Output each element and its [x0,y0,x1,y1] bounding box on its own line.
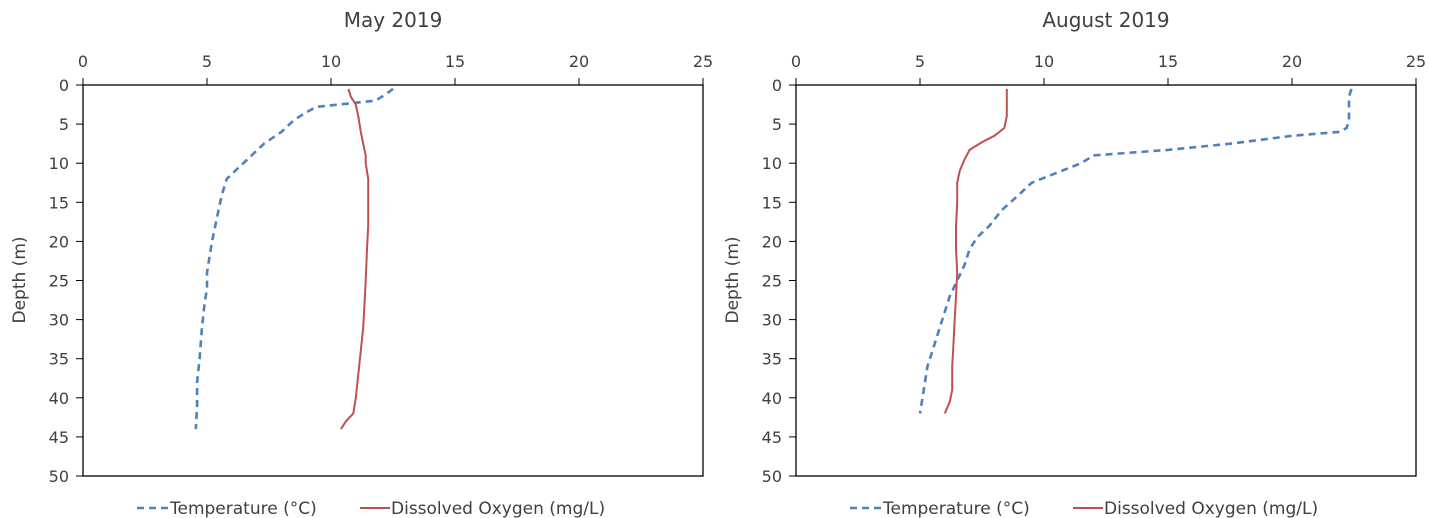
y-tick-label: 5 [772,115,782,134]
x-tick-label: 25 [693,52,713,71]
y-tick-label: 25 [49,272,69,291]
x-tick-label: 15 [445,52,465,71]
legend-label-dissolved-oxygen: Dissolved Oxygen (mg/L) [1104,499,1318,518]
y-tick-label: 15 [762,193,782,212]
plot-lines [194,87,394,430]
chart-title: May 2019 [344,8,443,32]
y-tick-label: 10 [49,154,69,173]
y-tick-label: 0 [772,76,782,95]
y-tick-label: 35 [49,350,69,369]
x-tick-label: 25 [1406,52,1426,71]
x-axis-ticks: 0 5 10 15 20 25 [791,52,1426,85]
y-tick-label: 50 [49,467,69,486]
x-tick-label: 0 [78,52,88,71]
x-tick-label: 20 [569,52,589,71]
y-tick-label: 15 [49,193,69,212]
y-tick-label: 40 [762,389,782,408]
y-axis-label: Depth (m) [723,236,743,323]
x-tick-label: 20 [1282,52,1302,71]
y-tick-label: 30 [49,311,69,330]
x-tick-label: 5 [915,52,925,71]
y-tick-label: 25 [762,272,782,291]
temperature-line [194,87,394,430]
y-axis-label: Depth (m) [10,236,30,323]
y-tick-label: 0 [59,76,69,95]
legend-label-temperature: Temperature (°C) [169,499,317,518]
y-tick-label: 10 [762,154,782,173]
chart-title: August 2019 [1042,8,1169,32]
plot-frame [795,84,1417,477]
dissolved-oxygen-line [943,88,1008,414]
plot-frame [82,84,704,477]
chart-may-2019: May 2019 0 5 10 15 20 25 0 5 10 15 20 25 30 35 40 45 50… [10,8,713,518]
y-tick-label: 30 [762,311,782,330]
legend: Temperature (°C) Dissolved Oxygen (mg/L) [137,499,605,518]
y-tick-label: 5 [59,115,69,134]
temperature-line [918,88,1353,414]
x-tick-label: 15 [1158,52,1178,71]
legend-label-temperature: Temperature (°C) [882,499,1030,518]
x-tick-label: 5 [202,52,212,71]
x-axis-ticks: 0 5 10 15 20 25 [78,52,713,85]
legend-label-dissolved-oxygen: Dissolved Oxygen (mg/L) [391,499,605,518]
y-axis-ticks: 0 5 10 15 20 25 30 35 40 45 50 [762,76,796,486]
plot-lines [918,88,1353,414]
y-tick-label: 50 [762,467,782,486]
x-tick-label: 0 [791,52,801,71]
x-tick-label: 10 [321,52,341,71]
y-tick-label: 40 [49,389,69,408]
y-tick-label: 35 [762,350,782,369]
chart-august-2019: August 2019 0 5 10 15 20 25 0 5 10 15 20 25 30 35 40 4… [723,8,1426,518]
x-tick-label: 10 [1034,52,1054,71]
y-tick-label: 20 [49,232,69,251]
y-tick-label: 20 [762,232,782,251]
y-tick-label: 45 [49,428,69,447]
dissolved-oxygen-line [340,88,370,430]
y-tick-label: 45 [762,428,782,447]
legend: Temperature (°C) Dissolved Oxygen (mg/L) [850,499,1318,518]
y-axis-ticks: 0 5 10 15 20 25 30 35 40 45 50 [49,76,83,486]
